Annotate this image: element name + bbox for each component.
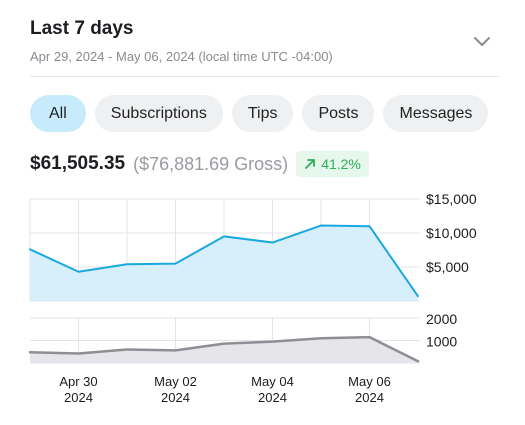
y-tick-label: 2000 [426, 311, 457, 327]
divider [30, 76, 500, 77]
x-tick-year-label: 2024 [258, 390, 287, 405]
x-tick-year-label: 2024 [64, 390, 93, 405]
net-earnings: $61,505.35 [30, 153, 126, 174]
x-tick-label: May 04 [251, 374, 294, 389]
series-area [30, 337, 418, 363]
tab-messages[interactable]: Messages [383, 95, 489, 132]
arrow-up-right-icon [305, 159, 316, 169]
change-badge: 41.2% [296, 151, 369, 177]
x-tick-label: Apr 30 [59, 374, 97, 389]
y-tick-label: $15,000 [426, 191, 477, 207]
gross-earnings: ($76,881.69 Gross) [133, 153, 289, 174]
y-tick-label: $10,000 [426, 225, 477, 241]
tab-subscriptions[interactable]: Subscriptions [94, 95, 223, 132]
tab-all[interactable]: All [30, 95, 86, 132]
series-line [28, 335, 420, 363]
filter-tabs: All Subscriptions Tips Posts Messages [30, 95, 489, 132]
x-tick-year-label: 2024 [161, 390, 190, 405]
series-line [29, 224, 419, 298]
header: Last 7 days Apr 29, 2024 - May 06, 2024 … [30, 18, 500, 64]
x-tick-label: May 06 [348, 374, 391, 389]
x-tick-label: May 02 [154, 374, 197, 389]
date-range-subtitle: Apr 29, 2024 - May 06, 2024 (local time … [30, 49, 333, 64]
earnings-summary: $61,505.35 ($76,881.69 Gross) 41.2% [30, 151, 369, 177]
page-title: Last 7 days [30, 18, 134, 39]
tab-tips[interactable]: Tips [231, 95, 294, 132]
change-percent: 41.2% [321, 156, 361, 172]
chevron-down-icon[interactable] [472, 34, 492, 50]
x-tick-year-label: 2024 [355, 390, 384, 405]
y-tick-label: 1000 [426, 334, 457, 350]
series-area [30, 225, 418, 301]
y-tick-label: $5,000 [426, 259, 469, 275]
tab-posts[interactable]: Posts [302, 95, 375, 132]
